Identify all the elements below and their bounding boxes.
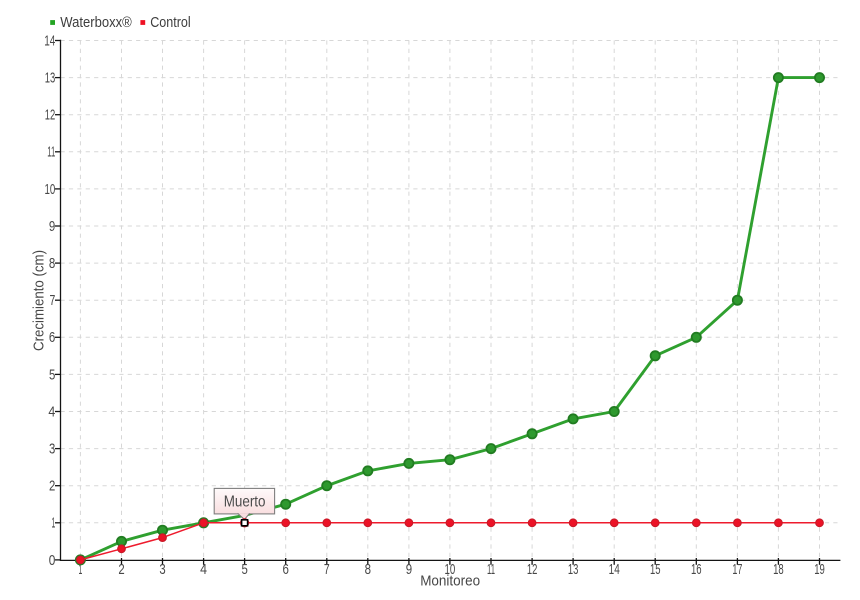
svg-text:10: 10 bbox=[45, 181, 56, 198]
svg-text:12: 12 bbox=[45, 107, 56, 124]
svg-text:1: 1 bbox=[79, 561, 83, 578]
svg-text:Waterboxx®: Waterboxx® bbox=[60, 14, 132, 31]
svg-text:9: 9 bbox=[406, 561, 412, 578]
svg-text:0: 0 bbox=[49, 552, 56, 569]
svg-text:6: 6 bbox=[283, 561, 289, 578]
svg-text:14: 14 bbox=[44, 32, 55, 49]
svg-text:17: 17 bbox=[732, 561, 742, 578]
svg-text:13: 13 bbox=[45, 70, 56, 87]
svg-text:Control: Control bbox=[150, 14, 191, 31]
svg-text:8: 8 bbox=[365, 561, 371, 578]
svg-text:Crecimiento (cm): Crecimiento (cm) bbox=[30, 250, 47, 351]
svg-text:3: 3 bbox=[159, 561, 165, 578]
svg-text:16: 16 bbox=[691, 561, 702, 578]
svg-text:2: 2 bbox=[118, 561, 124, 578]
svg-text:6: 6 bbox=[49, 329, 55, 346]
svg-text:7: 7 bbox=[50, 292, 56, 309]
svg-text:4: 4 bbox=[48, 403, 55, 420]
svg-text:Monitoreo: Monitoreo bbox=[420, 573, 480, 590]
svg-text:5: 5 bbox=[241, 561, 247, 578]
svg-text:9: 9 bbox=[49, 218, 55, 235]
svg-text:18: 18 bbox=[773, 561, 784, 578]
svg-text:10: 10 bbox=[445, 561, 456, 578]
svg-text:19: 19 bbox=[814, 561, 825, 578]
svg-text:11: 11 bbox=[47, 144, 55, 161]
svg-text:4: 4 bbox=[200, 561, 207, 578]
svg-text:11: 11 bbox=[487, 561, 495, 578]
svg-text:5: 5 bbox=[49, 366, 55, 383]
svg-text:1: 1 bbox=[52, 515, 56, 532]
svg-text:2: 2 bbox=[49, 478, 55, 495]
svg-text:13: 13 bbox=[568, 561, 579, 578]
svg-text:3: 3 bbox=[49, 441, 55, 458]
svg-text:15: 15 bbox=[650, 561, 661, 578]
svg-text:14: 14 bbox=[609, 561, 620, 578]
svg-text:8: 8 bbox=[49, 255, 55, 272]
svg-text:Muerto: Muerto bbox=[224, 494, 266, 511]
svg-text:7: 7 bbox=[324, 561, 330, 578]
svg-text:12: 12 bbox=[527, 561, 538, 578]
